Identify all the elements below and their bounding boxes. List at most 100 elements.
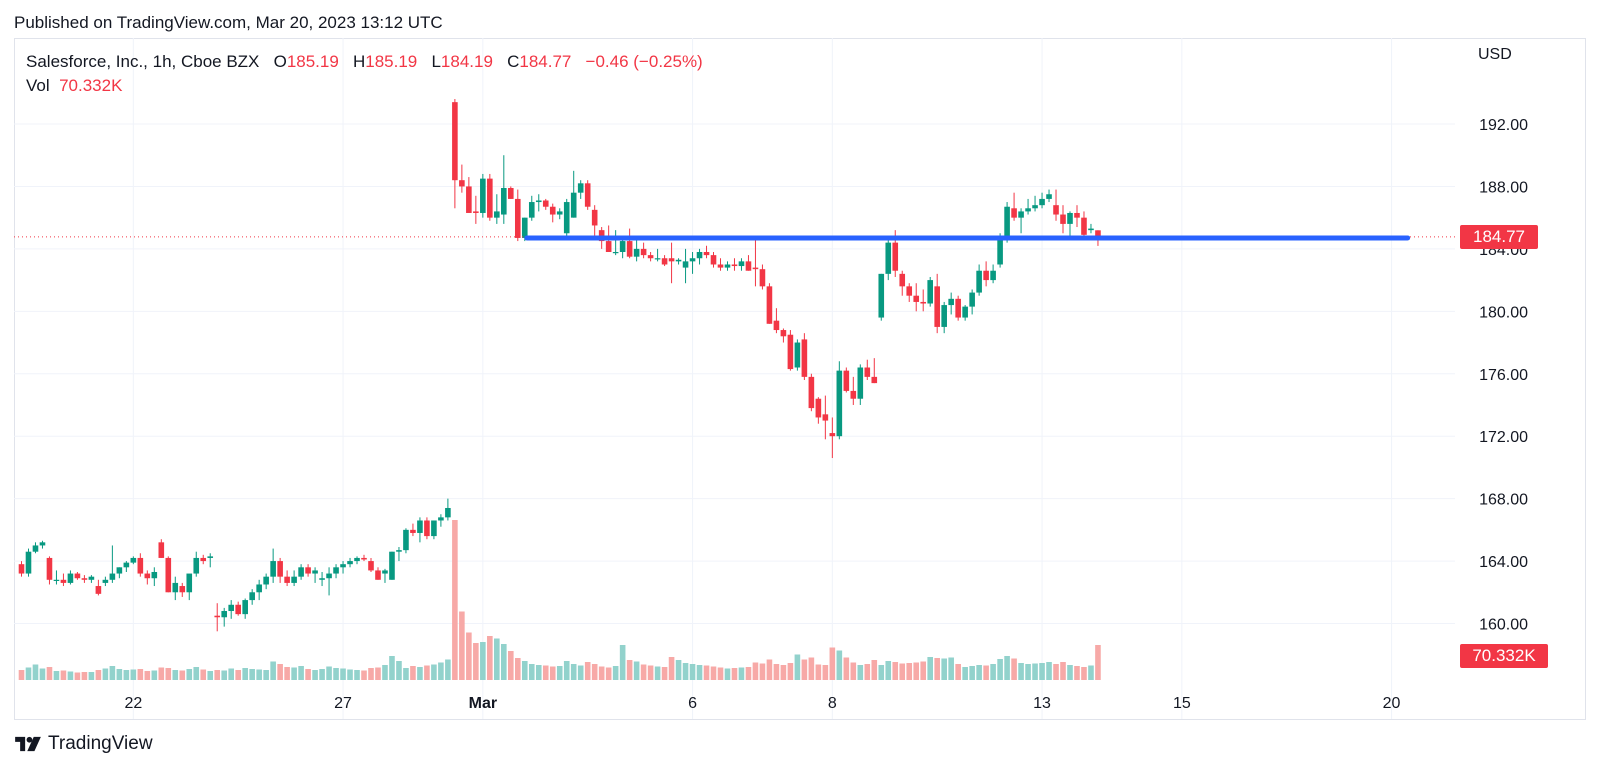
volume-bar bbox=[815, 664, 822, 680]
candle bbox=[473, 195, 479, 224]
volume-bar bbox=[67, 671, 74, 680]
volume-bars bbox=[18, 520, 1101, 680]
y-tick-label: 164.00 bbox=[1479, 554, 1528, 571]
candle bbox=[1046, 189, 1052, 203]
candle bbox=[466, 177, 472, 213]
volume-bar bbox=[431, 664, 437, 680]
candle bbox=[808, 373, 815, 412]
open-label: O bbox=[273, 52, 287, 71]
volume-bar bbox=[340, 668, 346, 680]
volume-bar bbox=[109, 666, 116, 680]
volume-bar bbox=[242, 668, 248, 680]
candle bbox=[1032, 195, 1038, 212]
volume-bar bbox=[102, 668, 109, 680]
candle bbox=[403, 528, 409, 554]
price-axis: 160.00164.00168.00172.00176.00180.00184.… bbox=[1479, 117, 1528, 634]
candle bbox=[361, 554, 367, 562]
candle bbox=[682, 248, 689, 284]
candle bbox=[738, 258, 745, 271]
candle bbox=[25, 548, 32, 577]
y-tick-label: 180.00 bbox=[1479, 304, 1528, 321]
candle bbox=[480, 173, 486, 218]
candle bbox=[284, 570, 290, 587]
candle bbox=[899, 270, 906, 296]
volume-bar bbox=[501, 644, 507, 680]
volume-bar bbox=[745, 667, 752, 680]
volume-bar bbox=[228, 668, 234, 680]
candle bbox=[717, 258, 724, 271]
candle bbox=[724, 261, 731, 271]
volume-bar bbox=[521, 661, 528, 680]
volume-bar bbox=[654, 666, 661, 680]
high-value: 185.19 bbox=[365, 52, 418, 71]
volume-bar bbox=[647, 665, 654, 680]
candle bbox=[340, 561, 346, 574]
volume-bar bbox=[864, 664, 871, 680]
candle bbox=[158, 539, 165, 558]
candle bbox=[563, 198, 570, 237]
candle bbox=[1074, 205, 1080, 228]
candle bbox=[375, 567, 381, 580]
volume-bar bbox=[137, 669, 144, 680]
candle bbox=[731, 258, 738, 271]
candle bbox=[298, 564, 304, 580]
tradingview-brand[interactable]: TradingView bbox=[14, 733, 153, 755]
candle bbox=[431, 520, 437, 540]
low-value: 184.19 bbox=[440, 52, 493, 71]
candle bbox=[857, 364, 864, 405]
currency-label: USD bbox=[1478, 46, 1512, 63]
candle bbox=[305, 564, 311, 577]
candle bbox=[228, 600, 234, 619]
volume-bar bbox=[577, 665, 584, 680]
candle bbox=[759, 264, 766, 290]
volume-bar bbox=[1025, 664, 1031, 680]
volume-bar bbox=[46, 667, 53, 680]
volume-bar bbox=[794, 654, 801, 680]
volume-bar bbox=[95, 670, 102, 680]
volume-bar bbox=[130, 669, 137, 680]
candle bbox=[312, 567, 318, 583]
candle bbox=[822, 395, 829, 440]
chart-frame[interactable] bbox=[14, 38, 1586, 720]
candle bbox=[88, 575, 95, 583]
candle bbox=[277, 557, 283, 583]
volume-bar bbox=[682, 663, 689, 680]
volume-bar bbox=[1067, 665, 1073, 680]
candle bbox=[584, 180, 591, 210]
x-tick-label: 20 bbox=[1383, 695, 1401, 712]
candle bbox=[207, 553, 214, 568]
volume-bar bbox=[857, 665, 864, 680]
volume-bar bbox=[382, 665, 388, 680]
candle bbox=[836, 361, 843, 440]
candle bbox=[871, 358, 878, 384]
candle bbox=[1018, 208, 1024, 234]
candle bbox=[556, 208, 563, 220]
volume-bar bbox=[88, 672, 95, 680]
candle bbox=[710, 251, 717, 268]
volume-bar bbox=[703, 665, 710, 680]
candle bbox=[976, 264, 982, 296]
candle bbox=[53, 570, 60, 585]
candle bbox=[752, 236, 759, 287]
candle bbox=[46, 556, 53, 585]
volume-bar bbox=[277, 664, 283, 680]
candle bbox=[934, 273, 940, 334]
volume-bar bbox=[780, 665, 787, 680]
candle bbox=[948, 292, 954, 315]
volume-bar bbox=[528, 664, 535, 680]
volume-bar bbox=[473, 643, 479, 680]
volume-bar bbox=[403, 668, 409, 680]
candle bbox=[270, 548, 276, 583]
y-tick-label: 192.00 bbox=[1479, 117, 1528, 134]
volume-legend: Vol 70.332K bbox=[26, 76, 122, 96]
volume-bar bbox=[899, 663, 906, 680]
volume-bar bbox=[326, 666, 332, 680]
candle bbox=[410, 523, 416, 537]
volume-bar bbox=[696, 665, 703, 680]
volume-value: 70.332K bbox=[59, 76, 123, 95]
x-tick-label: 8 bbox=[828, 695, 837, 712]
volume-bar bbox=[207, 671, 214, 680]
volume-bar bbox=[773, 664, 780, 680]
volume-bar bbox=[25, 667, 32, 680]
